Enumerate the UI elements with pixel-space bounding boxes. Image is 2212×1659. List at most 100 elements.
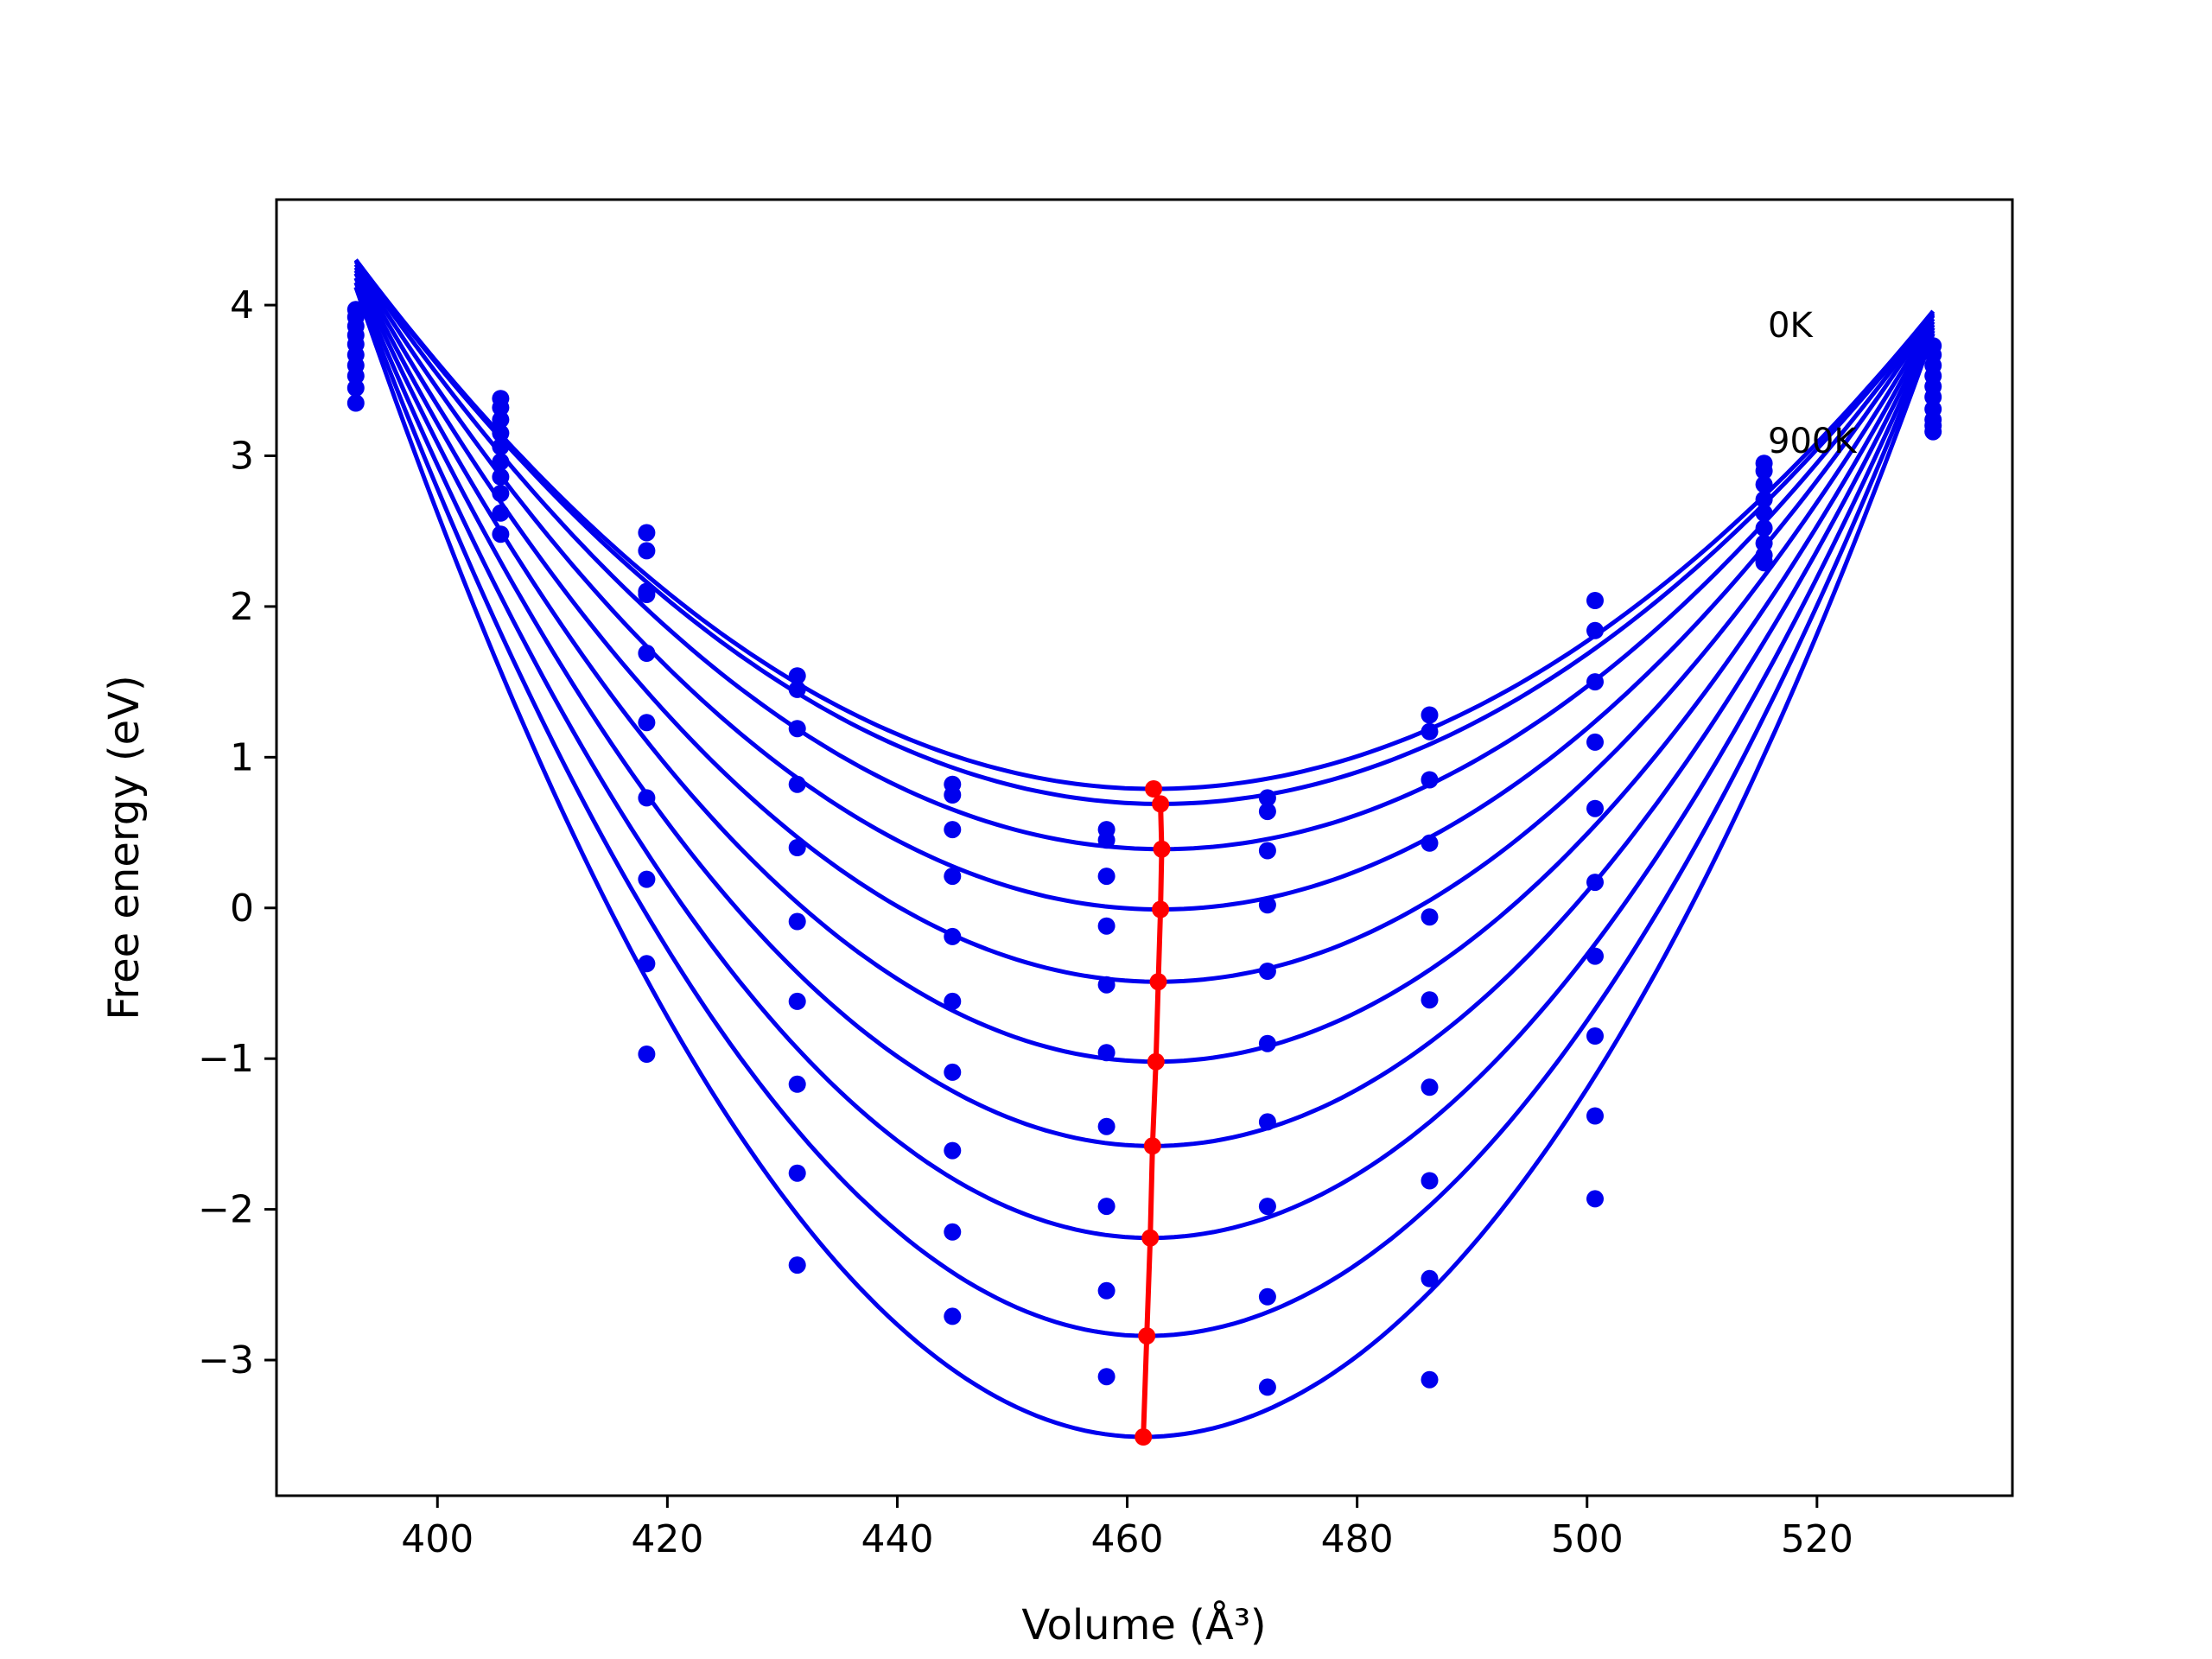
fit-curve-8 (353, 282, 1936, 1338)
data-point-9-6 (1258, 1378, 1276, 1396)
x-tick-label-440: 440 (861, 1517, 933, 1561)
data-point-8-5 (1097, 1281, 1116, 1300)
x-tick-label-520: 520 (1781, 1517, 1853, 1561)
data-point-1-2 (638, 542, 656, 560)
data-point-9-5 (1097, 1368, 1116, 1386)
data-point-9-7 (1421, 1370, 1439, 1389)
minimum-point-6 (1143, 1137, 1161, 1155)
data-point-5-4 (944, 992, 962, 1010)
data-point-2-5 (1097, 868, 1116, 886)
data-point-4-9 (1755, 504, 1773, 522)
data-point-3-4 (944, 868, 962, 886)
data-point-8-2 (638, 955, 656, 973)
fit-curve-0 (353, 258, 1936, 791)
data-point-7-4 (944, 1141, 962, 1160)
data-point-4-5 (1097, 976, 1116, 994)
fit-curve-2 (353, 260, 1936, 852)
data-point-3-7 (1421, 834, 1439, 852)
data-point-5-3 (788, 912, 806, 931)
data-point-7-1 (492, 410, 510, 429)
data-point-4-7 (1421, 908, 1439, 926)
x-tick-label-480: 480 (1321, 1517, 1394, 1561)
data-point-9-0 (346, 301, 365, 319)
data-point-7-5 (1097, 1198, 1116, 1216)
data-point-1-1 (492, 504, 510, 522)
y-tick-label-3: 1 (230, 735, 254, 779)
minimum-point-3 (1152, 900, 1170, 918)
fit-curve-7 (353, 276, 1936, 1241)
data-point-4-1 (492, 453, 510, 471)
data-point-5-10 (1924, 388, 1942, 406)
x-tick-label-420: 420 (631, 1517, 703, 1561)
annotation-900k: 900K (1768, 422, 1858, 461)
data-point-9-8 (1586, 1190, 1604, 1208)
fit-curve-5 (353, 269, 1936, 1065)
data-point-9-1 (492, 390, 510, 408)
x-tick-label-460: 460 (1091, 1517, 1164, 1561)
data-point-7-3 (788, 1075, 806, 1093)
data-point-4-8 (1586, 799, 1604, 817)
data-point-0-0 (346, 394, 365, 412)
data-point-8-3 (788, 1164, 806, 1182)
minimum-point-0 (1145, 780, 1163, 798)
data-point-5-9 (1755, 519, 1773, 537)
data-point-9-9 (1755, 554, 1773, 572)
y-tick-label-1: 3 (230, 435, 254, 479)
minimum-point-8 (1138, 1327, 1156, 1345)
fit-curve-4 (353, 266, 1936, 984)
data-point-2-3 (788, 720, 806, 738)
data-point-6-1 (492, 424, 510, 442)
data-point-6-8 (1586, 947, 1604, 965)
minimum-point-5 (1147, 1052, 1165, 1071)
data-point-0-6 (1258, 789, 1276, 807)
y-tick-label-4: 0 (230, 887, 254, 931)
data-point-8-7 (1421, 1269, 1439, 1287)
x-axis-label: Volume (Å³) (1021, 1600, 1266, 1649)
data-point-2-6 (1258, 842, 1276, 860)
x-axis-ticks: 400 420 440 460 480 500 520 (401, 1496, 1853, 1561)
data-point-6-2 (638, 789, 656, 807)
data-point-6-3 (788, 992, 806, 1010)
y-tick-label-0: 4 (230, 283, 254, 327)
data-point-1-0 (346, 379, 365, 397)
minimum-point-9 (1135, 1428, 1153, 1446)
data-point-8-6 (1258, 1287, 1276, 1306)
minima-path (1141, 787, 1165, 1438)
data-point-6-5 (1097, 1117, 1116, 1135)
data-point-2-1 (492, 485, 510, 503)
y-axis-ticks: 4 3 2 1 0 −1 −2 −3 (198, 283, 276, 1382)
plot-frame (275, 198, 2014, 1497)
data-point-4-6 (1258, 963, 1276, 980)
x-tick-label-500: 500 (1551, 1517, 1624, 1561)
y-tick-label-2: 2 (230, 585, 254, 629)
data-point-0-7 (1421, 706, 1439, 724)
data-point-3-2 (638, 582, 656, 601)
data-point-4-3 (788, 839, 806, 856)
minimum-point-1 (1152, 795, 1170, 813)
data-point-5-1 (492, 438, 510, 455)
y-tick-label-5: −1 (198, 1037, 254, 1081)
fit-curve-9 (353, 286, 1936, 1440)
minimum-point-7 (1141, 1229, 1160, 1247)
data-point-0-1 (492, 525, 510, 543)
data-point-8-4 (944, 1223, 962, 1241)
data-point-7-8 (1586, 1027, 1604, 1045)
data-point-6-4 (944, 1063, 962, 1081)
data-point-7-2 (638, 870, 656, 888)
data-point-1-3 (788, 680, 806, 698)
data-point-5-2 (638, 714, 656, 732)
data-point-1-9 (1755, 462, 1773, 480)
data-point-3-3 (788, 775, 806, 793)
data-point-3-5 (1097, 917, 1116, 935)
data-point-1-8 (1586, 621, 1604, 639)
data-point-4-4 (944, 927, 962, 945)
data-point-0-8 (1586, 592, 1604, 609)
annotation-0k: 0K (1768, 306, 1814, 346)
data-point-6-9 (1755, 534, 1773, 552)
data-point-1-7 (1421, 722, 1439, 741)
data-point-3-9 (1755, 491, 1773, 509)
minima-line (1135, 780, 1171, 1446)
y-axis-label: Free energy (eV) (100, 675, 149, 1020)
data-point-2-8 (1586, 673, 1604, 691)
